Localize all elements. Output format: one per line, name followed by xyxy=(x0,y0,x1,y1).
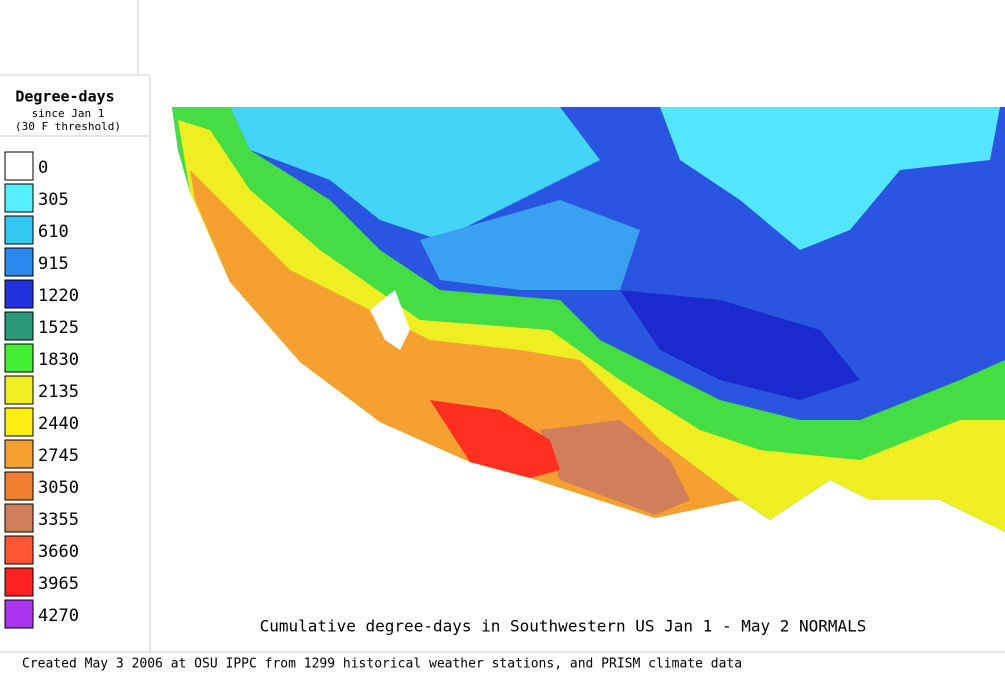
legend-label: 3050 xyxy=(38,478,79,498)
legend-swatch xyxy=(4,535,34,565)
legend-label: 305 xyxy=(38,190,69,210)
legend-label: 2440 xyxy=(38,414,79,434)
legend-label: 3660 xyxy=(38,542,79,562)
legend-swatch xyxy=(4,567,34,597)
region-cyan xyxy=(660,107,1000,250)
legend-swatch xyxy=(4,471,34,501)
legend-swatch xyxy=(4,343,34,373)
map xyxy=(172,107,1005,532)
legend-swatch xyxy=(4,215,34,245)
legend-label: 915 xyxy=(38,254,69,274)
region-cyan xyxy=(230,107,600,240)
legend-label: 610 xyxy=(38,222,69,242)
legend-label: 3355 xyxy=(38,510,79,530)
legend-label: 1830 xyxy=(38,350,79,370)
legend-swatch xyxy=(4,311,34,341)
legend-label: 0 xyxy=(38,158,48,178)
legend-swatch xyxy=(4,247,34,277)
region-lightblue xyxy=(420,200,640,290)
legend-swatch xyxy=(4,279,34,309)
legend-label: 2745 xyxy=(38,446,79,466)
legend-label: 3965 xyxy=(38,574,79,594)
legend-swatch xyxy=(4,375,34,405)
legend-swatch xyxy=(4,151,34,181)
legend-subtitle: since Jan 1 xyxy=(32,107,105,120)
legend: 0 305 610 915 1220 1525 1830 2135 2440 2745 3050 33… xyxy=(4,151,79,629)
legend-swatch xyxy=(4,183,34,213)
region-darkblue xyxy=(620,290,860,400)
legend-label: 1525 xyxy=(38,318,79,338)
legend-swatch xyxy=(4,503,34,533)
legend-swatch xyxy=(4,599,34,629)
region-white xyxy=(370,290,410,350)
region-brown xyxy=(540,420,690,515)
legend-label: 4270 xyxy=(38,606,79,626)
legend-subtitle: (30 F threshold) xyxy=(15,120,121,133)
region-green xyxy=(172,107,1005,532)
legend-title: Degree-days xyxy=(15,88,114,106)
caption: Cumulative degree-days in Southwestern U… xyxy=(260,617,867,636)
legend-label: 2135 xyxy=(38,382,79,402)
footer: Created May 3 2006 at OSU IPPC from 1299… xyxy=(22,657,742,672)
region-red xyxy=(430,400,560,478)
legend-swatch xyxy=(4,407,34,437)
legend-swatch xyxy=(4,439,34,469)
legend-label: 1220 xyxy=(38,286,79,306)
